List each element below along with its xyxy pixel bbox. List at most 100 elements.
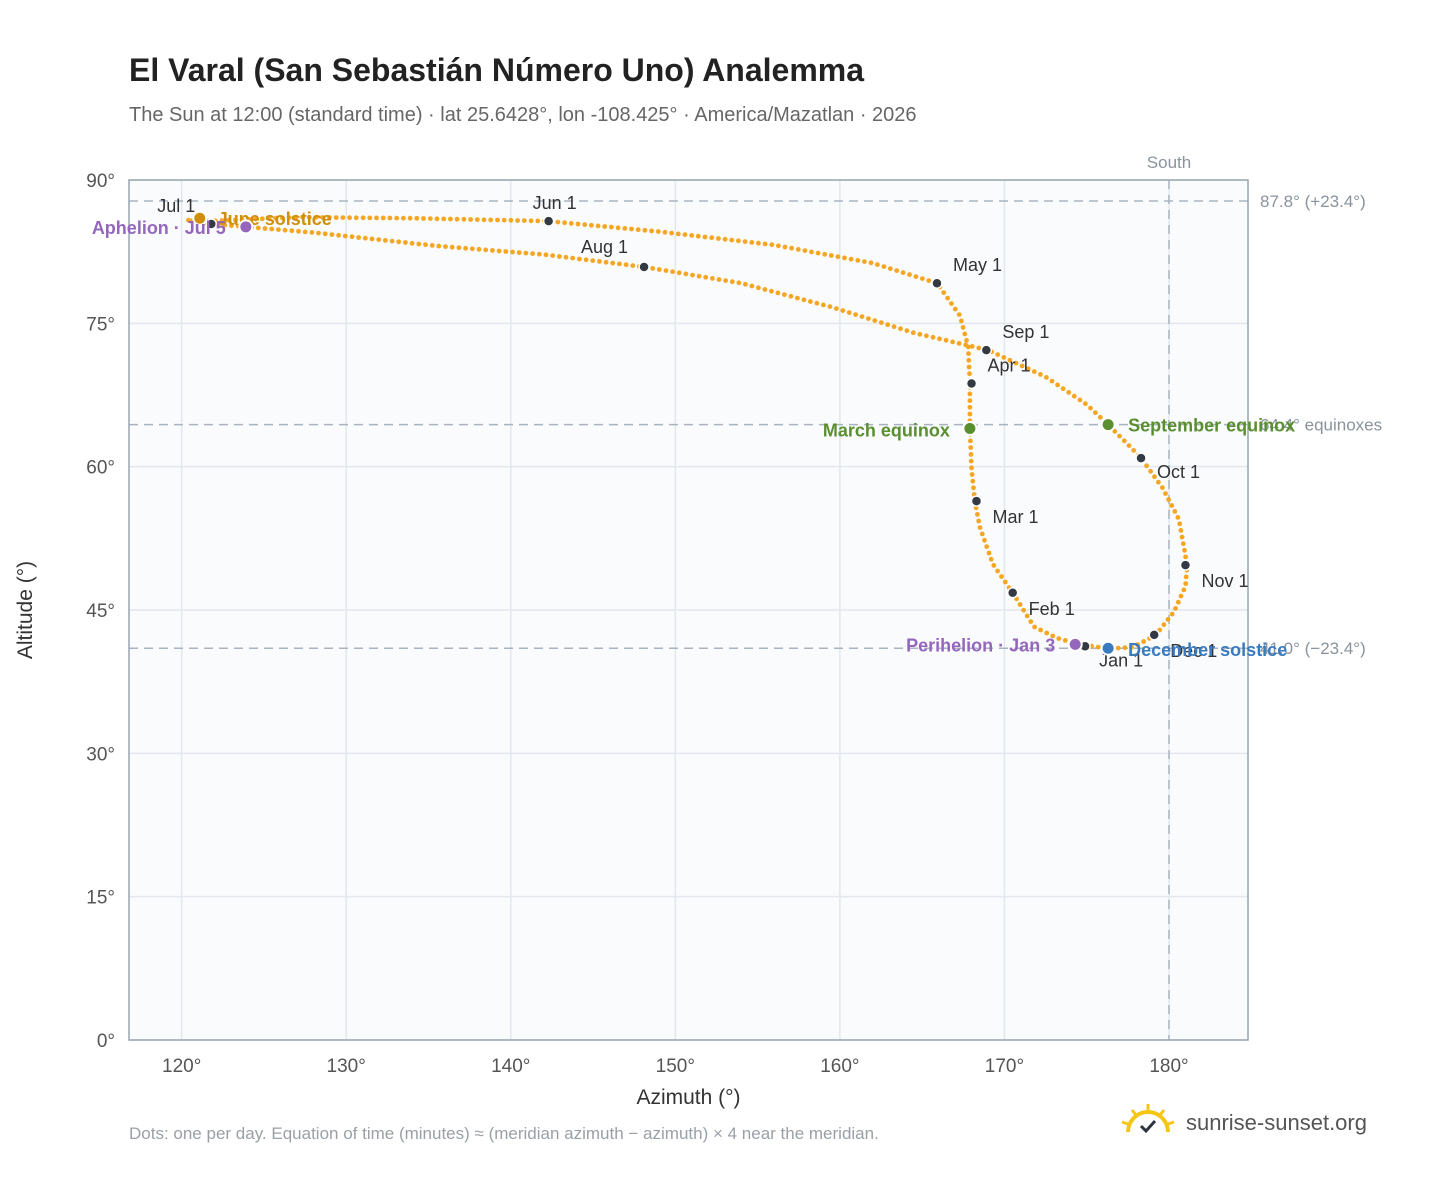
daily-dot [468, 217, 473, 222]
daily-dot [481, 217, 487, 223]
daily-dot [476, 246, 482, 252]
daily-dot [956, 312, 962, 317]
daily-dot [1182, 547, 1187, 553]
daily-dot [1165, 617, 1171, 622]
daily-dot [656, 267, 662, 272]
daily-dot [427, 216, 433, 222]
daily-dot [389, 238, 395, 244]
daily-dot [543, 252, 549, 258]
daily-dot [969, 465, 974, 471]
daily-dot [967, 391, 973, 397]
daily-dot [226, 217, 232, 223]
daily-dot [926, 278, 932, 283]
daily-dot [369, 236, 375, 242]
daily-dot [423, 242, 428, 248]
y-axis-title: Altitude (°) [14, 561, 37, 659]
daily-dot [1031, 369, 1037, 374]
daily-dot [622, 226, 628, 231]
daily-dot [1062, 638, 1068, 643]
daily-dot [603, 259, 609, 265]
daily-dot [562, 220, 567, 226]
event-label: March equinox [823, 420, 950, 440]
daily-dot [266, 216, 272, 221]
daily-dot [300, 214, 305, 220]
daily-dot [855, 258, 861, 263]
daily-dot [968, 458, 974, 464]
month-marker [980, 344, 993, 356]
daily-dot [555, 219, 561, 225]
daily-dot [709, 235, 715, 241]
daily-dot [1019, 363, 1025, 369]
daily-dot [407, 215, 413, 221]
event-label: December solstice [1128, 640, 1287, 660]
daily-dot [515, 218, 520, 223]
daily-dot [229, 223, 234, 229]
month-label: Sep 1 [1002, 322, 1049, 342]
x-tick-label: 120° [162, 1056, 201, 1077]
month-marker [205, 218, 218, 230]
daily-dot [859, 314, 865, 319]
month-label: Dec 1 [1170, 641, 1217, 661]
daily-dot [968, 438, 973, 444]
daily-dot [421, 216, 426, 221]
daily-dot [675, 231, 681, 237]
daily-dot [1122, 645, 1128, 651]
month-label: Jul 1 [157, 196, 195, 216]
daily-dot [550, 253, 556, 258]
meridian-label: South [1147, 153, 1191, 172]
daily-dot [782, 292, 787, 297]
daily-dot [1044, 375, 1049, 380]
month-label: Feb 1 [1029, 599, 1075, 619]
reference-line-label: 41.0° (−23.4°) [1260, 639, 1366, 658]
daily-dot [461, 216, 467, 222]
daily-dot [749, 283, 755, 289]
daily-dot [1117, 433, 1122, 439]
brand-name: sunrise-sunset.org [1186, 1109, 1367, 1135]
daily-dot [456, 245, 462, 251]
daily-dot [920, 276, 925, 281]
sun-icon [1120, 1102, 1176, 1143]
daily-dot [1175, 599, 1181, 605]
daily-dot [501, 217, 507, 223]
daily-dot [523, 250, 529, 256]
daily-dot [991, 563, 997, 568]
daily-dot [1038, 627, 1043, 633]
daily-dot [629, 226, 634, 232]
daily-dot [448, 216, 453, 222]
daily-dot [960, 325, 966, 330]
daily-dot [962, 331, 968, 337]
daily-dot [814, 300, 820, 306]
daily-dot [966, 364, 972, 370]
daily-dot [722, 236, 728, 242]
daily-dot [289, 228, 295, 234]
daily-dot [570, 255, 576, 261]
daily-dot [676, 270, 682, 276]
daily-dot [986, 550, 992, 556]
brand[interactable]: sunrise-sunset.org [1120, 1102, 1367, 1143]
daily-dot [943, 337, 949, 343]
daily-dot [1066, 390, 1072, 395]
x-tick-label: 170° [985, 1056, 1024, 1077]
daily-dot [262, 226, 268, 231]
month-marker [931, 277, 943, 289]
daily-dot [474, 217, 480, 223]
daily-dot [999, 574, 1004, 579]
daily-dot [280, 215, 285, 221]
event-label: Aphelion · Jul 5 [92, 218, 226, 238]
daily-dot [910, 330, 916, 336]
daily-dot [583, 257, 589, 263]
daily-dot [617, 261, 622, 267]
daily-dot [396, 239, 402, 245]
daily-dot [1166, 497, 1171, 502]
daily-dot [642, 227, 648, 233]
daily-dot [1156, 479, 1161, 485]
daily-dot [483, 247, 489, 253]
daily-dot [716, 236, 721, 241]
event-marker [1100, 640, 1116, 656]
daily-dot [360, 215, 366, 221]
daily-dot [1183, 554, 1188, 560]
daily-dot [376, 237, 382, 243]
daily-dot [862, 259, 867, 264]
daily-dot [1183, 574, 1189, 580]
daily-dot [1177, 521, 1183, 527]
